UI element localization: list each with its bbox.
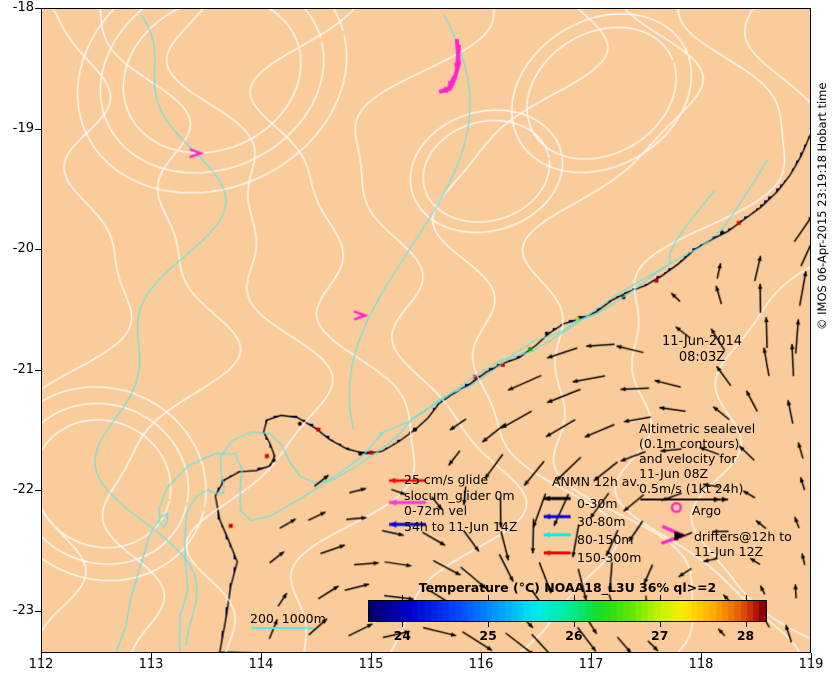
altimetry-line-5: 0.5m/s (1kt 24h)	[639, 481, 744, 496]
colorbar-tick	[659, 595, 661, 600]
x-tick	[811, 653, 812, 659]
altimetry-line-2: (0.1m contours)	[639, 436, 740, 451]
x-tick	[701, 653, 702, 659]
map-plot-area[interactable]: 11-Jun-2014 08:03Z Altimetric sealevel (0.…	[41, 8, 811, 653]
x-tick	[371, 653, 372, 659]
date-stamp-time: 08:03Z	[678, 350, 726, 365]
glider-line-3: 0-72m vel	[404, 503, 468, 518]
y-tick-label: -19	[12, 120, 34, 136]
date-stamp: 11-Jun-2014 08:03Z	[632, 334, 772, 366]
x-tick	[591, 653, 592, 659]
bathymetry-legend-label: 200 1000m	[250, 611, 326, 626]
anmn-item-label-2: 80-150m	[577, 532, 634, 547]
anmn-item-label-3: 150-300m	[577, 550, 642, 565]
x-tick-label: 113	[138, 657, 164, 672]
glider-line-1: 25 cm/s glide	[404, 472, 489, 487]
altimetry-line-3: and velocity for	[639, 451, 737, 466]
x-tick-label: 114	[248, 657, 274, 672]
x-tick-label: 119	[798, 657, 824, 672]
x-tick-label: 112	[28, 657, 54, 672]
x-tick	[481, 653, 482, 659]
anmn-legend-title: ANMN 12h av.	[552, 474, 640, 489]
y-tick	[35, 369, 41, 371]
anmn-item-label-0: 0-30m	[577, 496, 618, 511]
colorbar-tick	[745, 595, 747, 600]
y-tick-label: -18	[12, 0, 34, 15]
glider-legend: 25 cm/s glide slocum_glider 0m 0-72m vel 54…	[404, 472, 517, 534]
glider-line-4: 54h to 11-Jun 14Z	[404, 518, 518, 534]
altimetry-line-4: 11-Jun 08Z	[639, 466, 709, 481]
colorbar-tick	[745, 622, 747, 627]
altimetry-line-1: Altimetric sealevel	[639, 421, 756, 436]
argo-legend-label: Argo	[692, 503, 722, 518]
x-tick-label: 118	[688, 657, 714, 672]
x-tick	[41, 653, 42, 659]
colorbar	[368, 600, 767, 622]
map-overlay-vectors	[42, 9, 810, 652]
colorbar-tick	[402, 622, 404, 627]
drifter-label-line-2: 11-Jun 12Z	[694, 544, 764, 559]
colorbar-tick	[659, 622, 661, 627]
colorbar-tick-label: 26	[565, 628, 583, 643]
drifter-legend-label: drifters@12h to 11-Jun 12Z	[694, 529, 792, 559]
x-tick	[261, 653, 262, 659]
glider-line-2: slocum_glider 0m	[404, 487, 515, 503]
colorbar-tick	[573, 622, 575, 627]
colorbar-tick-label: 27	[651, 628, 669, 643]
y-tick	[35, 249, 41, 251]
colorbar-tick	[488, 595, 490, 600]
y-tick	[35, 610, 41, 612]
y-tick	[35, 128, 41, 130]
colorbar-tick	[402, 595, 404, 600]
x-tick-label: 117	[578, 657, 604, 672]
anmn-legend-items: 0-30m 30-80m 80-150m 150-300m	[577, 495, 641, 567]
drifter-label-line-1: drifters@12h to	[694, 529, 792, 544]
credit-text: © IMOS 06-Apr-2015 23:19:18 Hobart time	[815, 82, 829, 330]
y-tick	[35, 490, 41, 492]
x-tick-label: 115	[358, 657, 384, 672]
y-tick	[35, 8, 41, 9]
colorbar-tick-label: 25	[479, 628, 497, 643]
colorbar-tick-label: 24	[393, 628, 412, 643]
x-tick	[151, 653, 152, 659]
colorbar-tick	[573, 595, 575, 600]
x-tick-label: 116	[468, 657, 494, 672]
y-tick-label: -21	[12, 361, 34, 377]
y-tick-label: -23	[12, 602, 34, 618]
colorbar-title: Temperature (°C) NOAA18_L3U 36% ql>=2	[418, 580, 717, 595]
y-tick-label: -20	[12, 241, 34, 257]
colorbar-tick-label: 28	[736, 628, 755, 643]
y-tick-label: -22	[12, 482, 34, 498]
anmn-item-label-1: 30-80m	[577, 514, 626, 529]
date-stamp-date: 11-Jun-2014	[661, 334, 743, 349]
altimetry-legend: Altimetric sealevel (0.1m contours) and ve…	[639, 421, 755, 496]
colorbar-gradient	[369, 601, 766, 621]
colorbar-tick	[488, 622, 490, 627]
